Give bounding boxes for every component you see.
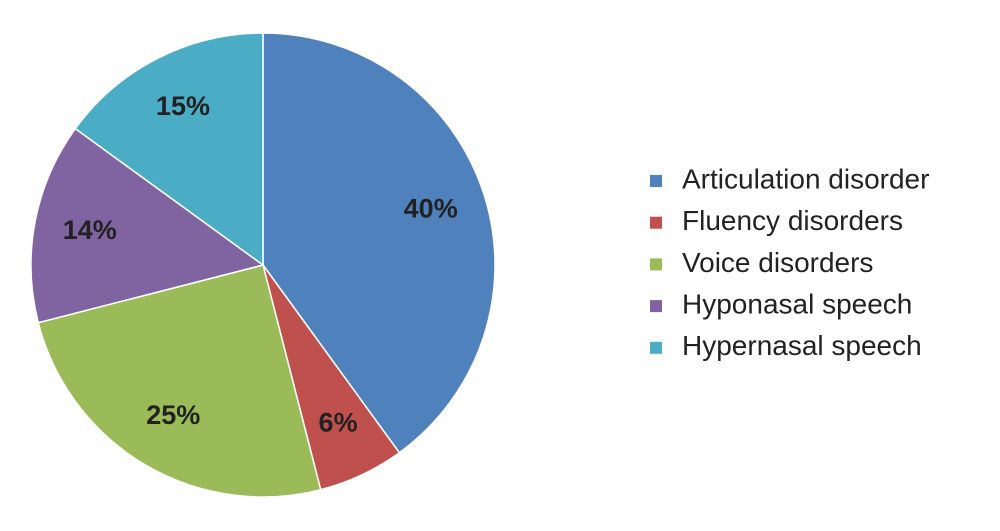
legend-swatch — [650, 175, 662, 187]
pie-slice — [37, 264, 322, 498]
pie-slice — [30, 127, 265, 324]
pie-slice — [74, 32, 264, 267]
legend-swatch — [650, 341, 662, 354]
legend-swatch — [650, 216, 662, 229]
legend-label: Fluency disorders — [682, 205, 903, 236]
legend-label: Hyponasal speech — [682, 288, 912, 319]
pie-slice — [262, 32, 496, 454]
value-label: 6% — [319, 408, 358, 438]
value-label: 15% — [156, 91, 210, 121]
value-label: 25% — [146, 400, 200, 430]
legend-label: Hypernasal speech — [682, 330, 922, 361]
legend-label: Articulation disorder — [682, 163, 929, 194]
legend-swatch — [650, 258, 662, 271]
legend-swatch — [650, 300, 662, 313]
value-label: 40% — [404, 194, 458, 224]
value-label: 14% — [63, 215, 117, 245]
legend-label: Voice disorders — [682, 247, 873, 278]
